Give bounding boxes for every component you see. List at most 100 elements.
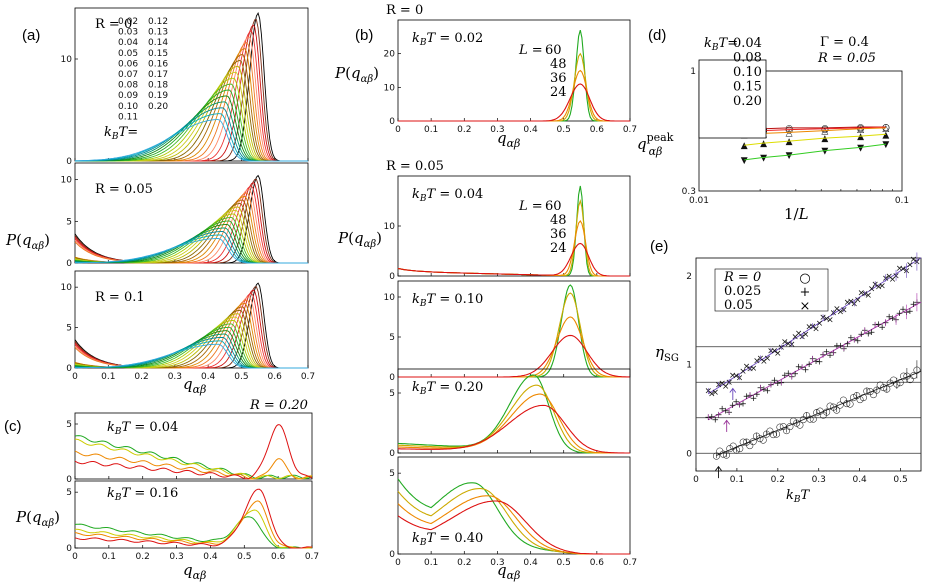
x-tick-label: 0 [72,552,78,562]
panel-d-legend-entry: 0.10 [733,65,762,80]
x-tick-label: 0.7 [301,372,315,382]
panel-d-marker: ○ [882,123,890,133]
panel-e-marker: × [816,319,824,329]
panel-a-curve [75,60,308,162]
panel-b-kbt-label: kBT = 0.20 [412,380,483,397]
panel-a-curve [75,30,308,162]
panel-e-marker: ○ [900,371,908,381]
panel-e-xlabel: kBT [786,488,811,505]
panel-d-marker: ▲ [760,139,767,149]
panel-e-arrowhead [715,465,722,471]
panel-e-marker: + [816,358,824,368]
panel-e-marker: + [899,305,907,315]
panel-e-marker: × [812,324,820,334]
panel-e-marker: × [760,357,768,367]
panel-e-marker: + [760,385,768,395]
panel-e-marker: + [753,390,761,400]
y-tick-label: 5 [66,217,72,227]
panel-b-curve [398,83,630,122]
y-tick-label: 5 [389,333,395,343]
panel-b-curve [397,500,630,555]
panel-e-marker: ○ [776,423,784,433]
panel-e-marker: × [722,382,730,392]
panel-e-marker: × [718,379,726,389]
panel-a-curve [74,203,308,264]
panel-d-marker: ▼ [741,156,748,166]
kbt-legend-entry: 0.14 [148,38,168,48]
kbt-legend-entry: 0.11 [118,112,138,122]
panel-c-axes [74,480,313,549]
panel-a-axes [74,162,309,264]
panel-e-marker: ○ [716,447,724,457]
y-tick-label: 10 [61,55,73,65]
panel-b-curve [398,334,630,378]
panel-d-legend-entry: 0.15 [733,80,762,95]
panel-a-curve [75,54,308,162]
panel-e-marker: + [764,387,772,397]
panel-e-legend-marker: × [800,299,811,314]
panel-e-marker: + [802,366,810,376]
panel-a-R-label: R = 0 [95,17,132,32]
y-tick-label: 0.3 [682,187,696,197]
panel-e-marker: ○ [789,416,797,426]
panel-e-marker: ○ [896,378,904,388]
panel-a-curve [75,48,308,162]
panel-d-marker: ▲ [741,141,748,151]
panel-e-marker: × [795,329,803,339]
panel-e-marker: × [739,367,747,377]
panel-d-kbt-prefix: kBT= [704,36,738,53]
panel-e-marker: × [899,265,907,275]
panel-e-marker: + [711,415,719,425]
panel-a-xlabel: qαβ [183,375,206,396]
panel-e-marker: ○ [866,387,874,397]
panel-e-marker: + [739,399,747,409]
y-tick-label: 10 [61,176,73,186]
x-tick-label: 0.6 [590,125,605,135]
panel-e-marker: + [864,330,872,340]
panel-e-marker: + [771,376,779,386]
y-tick-label: 5 [66,420,72,430]
panel-e-marker: ○ [826,401,834,411]
panel-e-marker: + [847,333,855,343]
panel-d-marker: ○ [785,124,793,134]
panel-e-marker: + [791,369,799,379]
panel-e-arrowhead [729,387,737,393]
panel-e-marker: × [784,340,792,350]
panel-b-curve [397,384,630,454]
x-tick-label: 0.4 [201,372,216,382]
panel-e-marker: ○ [836,400,844,410]
y-tick-label: 0 [389,272,395,282]
panel-b-kbt-label: kBT = 0.10 [412,292,483,309]
panel-d-marker: △ [786,128,793,138]
panel-b-L-legend: L = [518,43,543,58]
x-tick-label: 0.5 [234,372,248,382]
y-tick-label: 5 [389,389,395,399]
panel-d-legend-entry: 0.20 [733,94,762,109]
panel-e-arrowhead [723,419,731,425]
panel-e-marker: ○ [839,396,847,406]
y-tick-label: 5 [66,324,72,334]
kbt-legend-entry: 0.13 [148,28,168,38]
L-legend-entry: 48 [550,213,567,228]
panel-c-axes [74,412,313,480]
panel-d-legend-entry: 0.08 [733,51,762,66]
x-tick-label: 0.1 [424,558,438,568]
panel-e-marker: ○ [736,444,744,454]
panel-d-marker: ▲ [857,132,864,142]
panel-label-c: (c) [4,418,22,435]
x-tick-label: 0.3 [169,552,183,562]
panel-e-marker: + [750,394,758,404]
panel-e-marker: × [847,297,855,307]
panel-e-marker: × [791,333,799,343]
y-tick-label: 0 [66,475,72,485]
panel-e-marker: + [732,397,740,407]
panel-a-curve [75,119,308,162]
x-tick-label: 0.5 [237,552,251,562]
kbt-legend-entry: 0.20 [148,102,168,112]
x-tick-label: 0.4 [203,552,218,562]
panel-e-marker: + [718,405,726,415]
y-tick-label: 1 [686,361,692,371]
panel-e-marker: × [833,304,841,314]
x-tick-label: 0.5 [557,558,571,568]
